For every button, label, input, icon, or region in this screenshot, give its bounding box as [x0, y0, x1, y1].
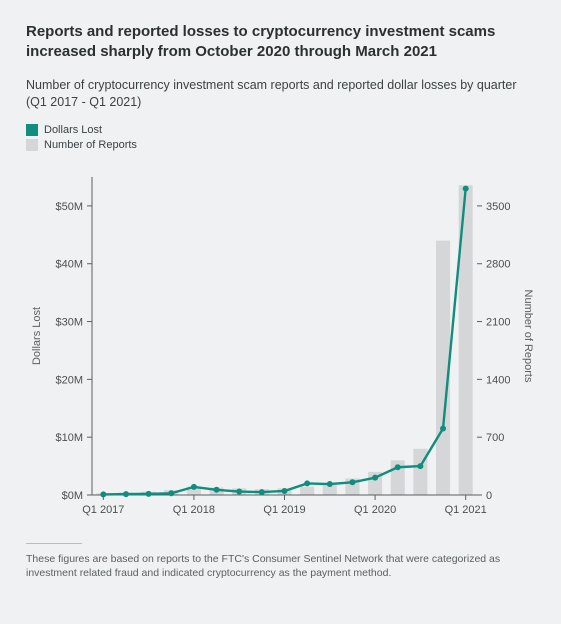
svg-text:700: 700 [486, 432, 504, 444]
svg-text:2100: 2100 [486, 316, 510, 328]
chart-card: Reports and reported losses to cryptocur… [0, 0, 561, 624]
line-marker [395, 464, 401, 470]
svg-text:$10M: $10M [55, 432, 83, 444]
line-marker [168, 490, 174, 496]
svg-text:Q1 2019: Q1 2019 [263, 504, 305, 516]
svg-text:$0M: $0M [62, 490, 83, 502]
svg-text:3500: 3500 [486, 200, 510, 212]
line-marker [417, 463, 423, 469]
line-marker [236, 488, 242, 494]
line-series [103, 188, 465, 494]
svg-text:2800: 2800 [486, 258, 510, 270]
line-marker [349, 479, 355, 485]
svg-text:0: 0 [486, 490, 492, 502]
legend-swatch-bar [26, 139, 38, 151]
legend-item-line: Dollars Lost [26, 124, 535, 136]
line-marker [214, 486, 220, 492]
line-marker [327, 481, 333, 487]
line-marker [463, 185, 469, 191]
bar [300, 486, 314, 494]
line-marker [440, 425, 446, 431]
line-marker [282, 487, 288, 493]
legend-label-bar: Number of Reports [44, 139, 137, 151]
legend-swatch-line [26, 124, 38, 136]
svg-text:Q1 2017: Q1 2017 [82, 504, 124, 516]
svg-text:Q1 2018: Q1 2018 [173, 504, 215, 516]
line-marker [304, 480, 310, 486]
line-marker [191, 483, 197, 489]
svg-text:Q1 2021: Q1 2021 [445, 504, 487, 516]
svg-text:$50M: $50M [55, 200, 83, 212]
chart-area: $0M $10M $20M $30M $40M $50M 0 700 1400 2100 2800 3… [26, 159, 535, 529]
footnote-rule [26, 543, 82, 544]
svg-text:$40M: $40M [55, 258, 83, 270]
chart-title: Reports and reported losses to cryptocur… [26, 22, 535, 63]
svg-text:$20M: $20M [55, 374, 83, 386]
chart-svg: $0M $10M $20M $30M $40M $50M 0 700 1400 2100 2800 3… [26, 159, 535, 529]
line-marker [259, 489, 265, 495]
line-marker [372, 474, 378, 480]
svg-text:$30M: $30M [55, 316, 83, 328]
legend: Dollars Lost Number of Reports [26, 124, 535, 151]
footnote: These figures are based on reports to th… [26, 552, 535, 581]
svg-text:Number of Reports: Number of Reports [522, 289, 534, 382]
svg-text:Dollars Lost: Dollars Lost [31, 306, 43, 364]
svg-text:Q1 2020: Q1 2020 [354, 504, 396, 516]
legend-label-line: Dollars Lost [44, 124, 102, 136]
line-marker [146, 490, 152, 496]
svg-text:1400: 1400 [486, 374, 510, 386]
line-marker [123, 491, 129, 497]
chart-subtitle: Number of cryptocurrency investment scam… [26, 77, 535, 112]
legend-item-bar: Number of Reports [26, 139, 535, 151]
